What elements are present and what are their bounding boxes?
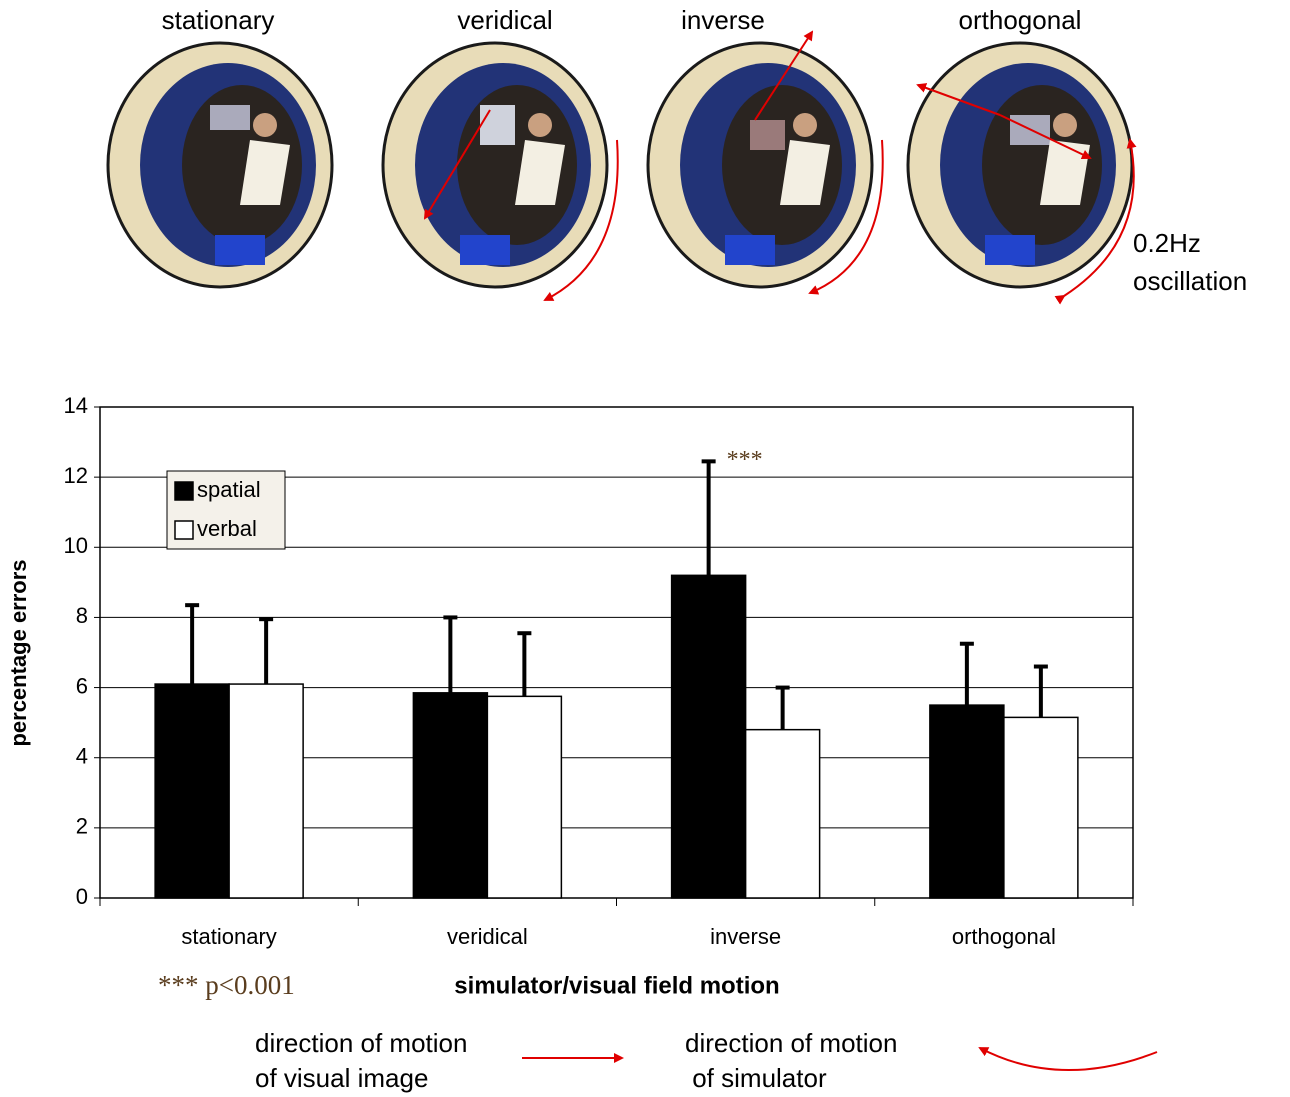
key-label: of simulator (685, 1063, 827, 1093)
y-tick-label: 6 (76, 673, 88, 698)
plot: 0 2 4 6 8 10 12 14 stationary veridical inverse ort… (64, 393, 1134, 949)
oscillation-label: oscillation (1133, 266, 1247, 296)
key-label: direction of motion (685, 1028, 897, 1058)
bar (670, 574, 747, 899)
y-tick-label: 4 (76, 744, 88, 769)
x-tick-label: veridical (447, 924, 528, 949)
y-tick-label: 14 (64, 393, 88, 418)
significance-note: *** p<0.001 (158, 970, 295, 1000)
y-tick-label: 12 (64, 463, 88, 488)
x-tick-label: inverse (710, 924, 781, 949)
legend-swatch (174, 481, 194, 501)
x-tick-label: orthogonal (952, 924, 1056, 949)
bar (1003, 716, 1079, 899)
y-tick-label: 2 (76, 814, 88, 839)
bar (929, 704, 1005, 899)
bar (744, 728, 821, 899)
significance-marker: *** (727, 447, 763, 473)
y-tick-label: 0 (76, 884, 88, 909)
panel-label: orthogonal (959, 5, 1082, 35)
photos (106, 41, 1134, 289)
oscillation-label: 0.2Hz (1133, 228, 1201, 258)
y-tick-label: 10 (64, 533, 88, 558)
key-label: direction of motion (255, 1028, 467, 1058)
bar (412, 692, 489, 899)
bar (486, 695, 563, 899)
legend-label: verbal (197, 516, 257, 541)
legend-swatch (174, 520, 194, 540)
bar (154, 683, 230, 899)
legend-label: spatial (197, 477, 261, 502)
motion-arrows (423, 30, 1158, 1071)
panel-label: inverse (681, 5, 765, 35)
x-axis-title: simulator/visual field motion (454, 972, 779, 999)
key-label: of visual image (255, 1063, 428, 1093)
y-tick-label: 8 (76, 603, 88, 628)
y-axis-title: percentage errors (6, 559, 31, 746)
panel-label: veridical (457, 5, 552, 35)
bar (228, 683, 304, 899)
x-tick-label: stationary (181, 924, 276, 949)
panel-label: stationary (162, 5, 275, 35)
